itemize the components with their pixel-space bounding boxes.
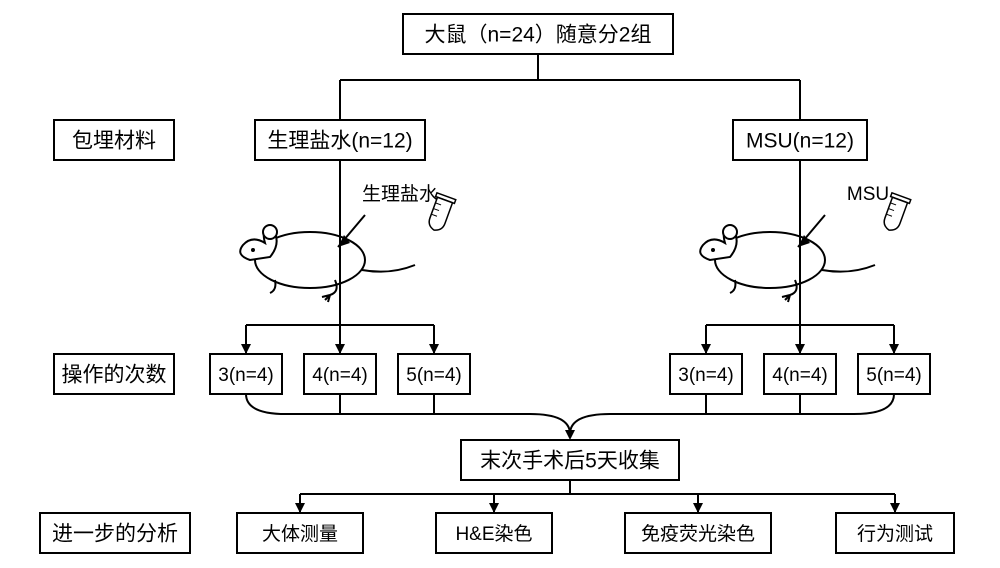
side3-label: 进一步的分析 bbox=[52, 523, 178, 546]
l1-label: 3(n=4) bbox=[218, 365, 273, 386]
r2-label: 4(n=4) bbox=[772, 365, 827, 386]
r3-label: 5(n=4) bbox=[866, 365, 921, 386]
side1-label: 包埋材料 bbox=[72, 130, 156, 153]
inj-right-label: MSU bbox=[847, 184, 889, 205]
a3-label: 免疫荧光染色 bbox=[641, 523, 755, 545]
side2-label: 操作的次数 bbox=[62, 364, 167, 387]
a4-label: 行为测试 bbox=[857, 523, 933, 545]
group-right-label: MSU(n=12) bbox=[746, 130, 854, 153]
inj-left-label: 生理盐水 bbox=[362, 183, 438, 205]
group-left-label: 生理盐水(n=12) bbox=[267, 130, 412, 153]
top-label: 大鼠（n=24）随意分2组 bbox=[425, 24, 652, 47]
a2-label: H&E染色 bbox=[455, 523, 532, 545]
r1-label: 3(n=4) bbox=[678, 365, 733, 386]
rat-right-icon bbox=[700, 215, 875, 302]
rat-left-icon bbox=[240, 215, 415, 302]
l3-label: 5(n=4) bbox=[406, 365, 461, 386]
collect-label: 末次手术后5天收集 bbox=[480, 450, 660, 473]
a1-label: 大体测量 bbox=[262, 523, 338, 545]
l2-label: 4(n=4) bbox=[312, 365, 367, 386]
